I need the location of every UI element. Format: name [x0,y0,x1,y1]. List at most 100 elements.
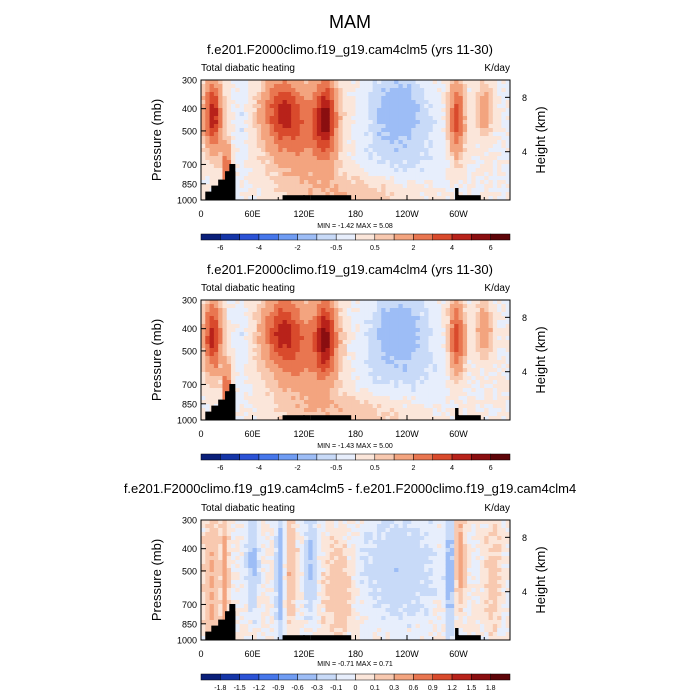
heatmap-cell [273,352,279,357]
heatmap-cell [492,136,498,141]
heatmap-cell [321,160,326,165]
heatmap-cell [394,416,399,421]
heatmap-cell [467,328,472,333]
heatmap-cell [479,392,485,397]
heatmap-cell [209,384,215,389]
heatmap-cell [462,316,468,321]
heatmap-cell [389,108,395,113]
heatmap-cell [205,176,210,181]
heatmap-cell [312,404,318,409]
heatmap-cell [231,304,236,309]
heatmap-cell [316,84,322,89]
heatmap-cell [437,96,442,101]
heatmap-cell [235,532,241,537]
heatmap-cell [385,328,391,333]
heatmap-cell [492,100,498,105]
heatmap-cell [419,112,425,117]
heatmap-cell [308,388,313,393]
heatmap-cell [458,80,464,85]
heatmap-cell [222,128,228,133]
heatmap-cell [505,408,511,413]
heatmap-cell [252,100,258,105]
heatmap-cell [256,112,262,117]
heatmap-cell [201,148,206,153]
heatmap-cell [239,616,245,621]
heatmap-cell [458,176,464,181]
heatmap-cell [389,384,395,389]
heatmap-cell [256,196,262,201]
heatmap-cell [205,140,210,145]
heatmap-cell [222,608,228,613]
heatmap-cell [239,568,245,573]
heatmap-cell [492,380,498,385]
heatmap-cell [424,388,429,393]
heatmap-cell [334,140,339,145]
heatmap-cell [467,404,472,409]
heatmap-cell [222,524,228,529]
heatmap-cell [231,380,236,385]
heatmap-cell [342,328,348,333]
heatmap-cell [286,132,292,137]
heatmap-cell [484,124,489,129]
heatmap-cell [205,544,210,549]
heatmap-cell [471,328,477,333]
heatmap-cell [252,96,258,101]
heatmap-cell [479,172,485,177]
heatmap-cell [209,160,215,165]
heatmap-cell [351,136,356,141]
heatmap-cell [441,404,447,409]
heatmap-cell [278,176,283,181]
y-tick-label: 400 [182,324,197,334]
heatmap-cell [497,412,502,417]
heatmap-cell [488,84,494,89]
heatmap-cell [265,96,271,101]
heatmap-cell [471,396,477,401]
heatmap-cell [402,84,408,89]
heatmap-cell [368,176,374,181]
heatmap-cell [201,164,206,169]
heatmap-cell [304,84,309,89]
heatmap-cell [252,344,258,349]
heatmap-cell [261,152,266,157]
heatmap-cell [346,404,352,409]
heatmap-cell [321,120,326,125]
heatmap-cell [441,128,447,133]
heatmap-cell [428,416,434,421]
heatmap-cell [342,144,348,149]
heatmap-cell [239,584,245,589]
heatmap-cell [346,392,352,397]
heatmap-cell [355,104,361,109]
heatmap-cell [282,128,288,133]
heatmap-cell [372,400,378,405]
heatmap-cell [462,160,468,165]
heatmap-cell [475,112,481,117]
heatmap-cell [497,100,502,105]
heatmap-cell [398,312,404,317]
heatmap-cell [312,116,318,121]
heatmap-cell [205,328,210,333]
heatmap-cell [201,416,206,421]
heatmap-cell [205,524,210,529]
heatmap-cell [316,340,322,345]
heatmap-cell [261,120,266,125]
heatmap-cell [505,168,511,173]
heatmap-cell [462,368,468,373]
heatmap-cell [231,520,236,525]
heatmap-cell [419,88,425,93]
heatmap-cell [239,596,245,601]
heatmap-cell [278,372,283,377]
heatmap-cell [205,312,210,317]
heatmap-cell [265,80,271,85]
heatmap-cell [278,124,283,129]
heatmap-cell [278,184,283,189]
heatmap-cell [484,164,489,169]
heatmap-cell [372,164,378,169]
right-axis-label: Height (km) [533,326,548,393]
heatmap-cell [505,356,511,361]
heatmap-cell [398,332,404,337]
heatmap-cell [243,552,249,557]
heatmap-cell [479,96,485,101]
heatmap-cell [295,144,301,149]
heatmap-cell [222,148,228,153]
heatmap-cell [467,312,472,317]
